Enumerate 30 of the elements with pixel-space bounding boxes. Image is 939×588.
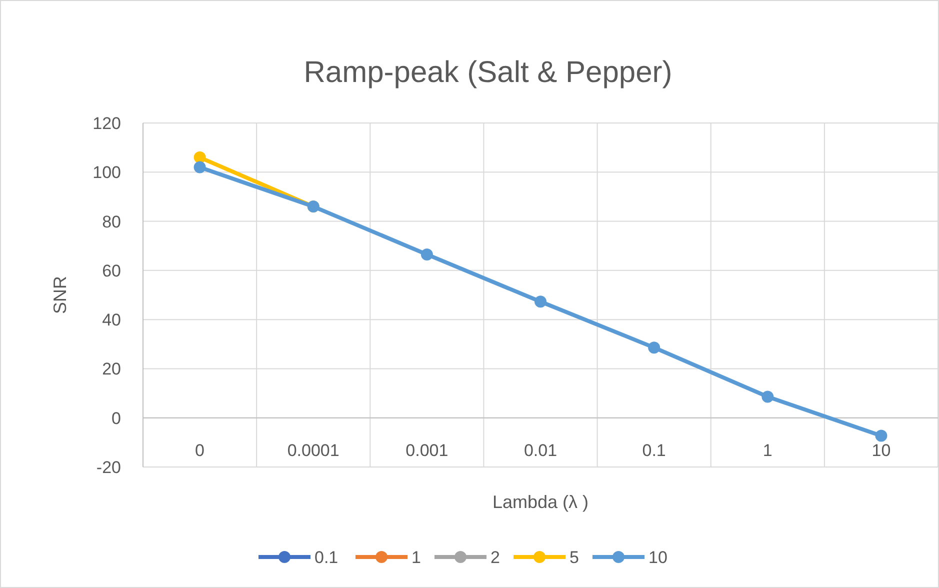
legend-label: 2: [490, 548, 500, 567]
y-tick-label: 60: [102, 261, 121, 280]
y-tick-label: 120: [92, 114, 121, 133]
y-tick-label: -20: [96, 458, 121, 477]
point: [420, 248, 433, 260]
x-tick-label: 1: [762, 440, 772, 460]
legend-label: 1: [412, 548, 421, 567]
y-tick-label: 0: [112, 408, 121, 428]
point: [762, 390, 774, 403]
x-tick-label: 0: [195, 440, 205, 460]
chart-title: Ramp-peak (Salt & Pepper): [304, 56, 672, 89]
x-tick-label: 0.1: [642, 440, 666, 460]
y-tick-label: 20: [102, 360, 121, 379]
x-tick-label: 10: [872, 440, 891, 460]
x-tick-label: 0.01: [524, 440, 558, 460]
x-axis-title: Lambda (λ ): [492, 492, 589, 512]
y-tick-label: 80: [102, 212, 121, 232]
y-tick-label: 100: [92, 163, 121, 182]
y-tick-label: 40: [102, 310, 121, 330]
y-axis-title: SNR: [50, 276, 70, 314]
legend-label: 10: [648, 548, 668, 567]
point: [534, 296, 546, 308]
point: [648, 342, 660, 354]
x-tick-label: 0.0001: [287, 440, 340, 460]
point: [194, 151, 206, 164]
point: [194, 161, 206, 174]
legend-label: 5: [570, 548, 579, 567]
point: [875, 430, 888, 442]
legend-label: 0.1: [314, 548, 338, 567]
x-tick-label: 0.001: [406, 440, 448, 460]
